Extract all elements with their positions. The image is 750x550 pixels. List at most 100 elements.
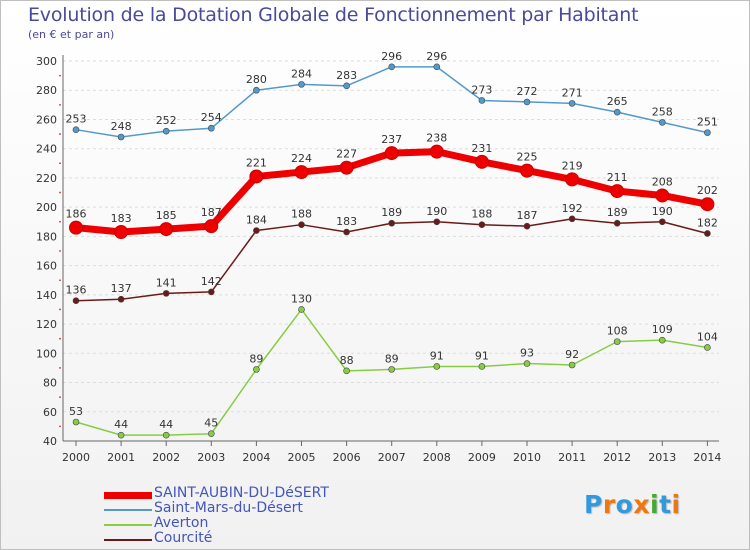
y-minor-tick xyxy=(59,425,61,428)
y-tick-label: 240 xyxy=(36,143,57,156)
data-point xyxy=(69,220,83,235)
y-minor-tick xyxy=(59,220,61,223)
data-label: 189 xyxy=(607,206,628,219)
data-point xyxy=(117,431,125,439)
data-point xyxy=(658,119,666,126)
x-tick-label: 2011 xyxy=(558,451,586,464)
data-label: 296 xyxy=(381,50,402,63)
data-point xyxy=(249,169,264,184)
legend-swatch xyxy=(104,492,152,499)
x-tick-label: 2000 xyxy=(62,451,90,464)
legend-label: Averton xyxy=(154,515,209,531)
legend-swatch xyxy=(104,539,152,541)
data-point xyxy=(72,418,80,426)
data-label: 284 xyxy=(291,67,312,80)
legend-swatch xyxy=(104,509,152,511)
data-point xyxy=(520,163,534,178)
legend-label: SAINT-AUBIN-DU-DéSERT xyxy=(154,485,329,501)
data-point xyxy=(568,100,576,107)
y-tick-label: 160 xyxy=(36,260,57,273)
proxiti-logo: Proxiti xyxy=(584,490,681,519)
chart-title: Evolution de la Dotation Globale de Fonc… xyxy=(28,4,639,26)
data-point xyxy=(433,363,441,370)
data-label: 283 xyxy=(336,69,357,82)
data-point xyxy=(704,230,711,237)
y-tick-label: 100 xyxy=(36,347,57,360)
data-label: 91 xyxy=(475,349,489,362)
data-label: 188 xyxy=(471,208,492,221)
x-tick-label: 2008 xyxy=(423,451,451,464)
y-minor-tick xyxy=(59,103,61,106)
data-label: 183 xyxy=(336,215,357,228)
data-label: 219 xyxy=(562,159,583,172)
data-label: 184 xyxy=(246,214,267,227)
logo-letter: x xyxy=(633,490,650,519)
data-point xyxy=(117,295,125,303)
logo-letter: i xyxy=(671,490,681,519)
y-minor-tick xyxy=(59,367,61,369)
data-label: 185 xyxy=(156,209,177,222)
data-label: 88 xyxy=(340,354,354,367)
data-label: 109 xyxy=(652,323,673,336)
data-point xyxy=(613,108,621,116)
data-label: 89 xyxy=(385,352,399,365)
y-tick-label: 60 xyxy=(43,406,57,419)
logo-letter: P xyxy=(584,490,603,519)
y-tick-label: 120 xyxy=(36,318,57,331)
data-label: 211 xyxy=(607,171,628,184)
data-label: 253 xyxy=(66,113,87,126)
y-tick-label: 220 xyxy=(36,172,57,185)
logo-letter: r xyxy=(602,490,616,519)
data-label: 44 xyxy=(114,418,128,431)
data-label: 237 xyxy=(381,133,402,146)
data-point xyxy=(162,431,170,439)
data-point xyxy=(565,172,580,187)
chart-subtitle: (en € et par an) xyxy=(28,28,115,41)
legend-label: Saint-Mars-du-Désert xyxy=(154,500,303,516)
y-minor-tick xyxy=(59,250,61,252)
logo-letter: o xyxy=(615,490,634,519)
data-point xyxy=(523,222,531,230)
data-point xyxy=(339,160,354,175)
data-point xyxy=(658,336,666,344)
data-point xyxy=(388,366,396,373)
data-label: 271 xyxy=(562,86,583,99)
data-point xyxy=(117,133,125,141)
x-tick-label: 2002 xyxy=(152,451,180,464)
x-tick-label: 2001 xyxy=(107,451,135,464)
data-label: 92 xyxy=(565,348,579,361)
data-point xyxy=(433,218,441,226)
x-tick-label: 2006 xyxy=(333,451,361,464)
y-tick-label: 280 xyxy=(36,84,57,97)
data-point xyxy=(204,219,219,234)
data-point xyxy=(298,306,305,313)
data-point xyxy=(568,215,576,223)
data-point xyxy=(343,228,350,236)
y-minor-tick xyxy=(59,133,61,135)
y-minor-tick xyxy=(59,191,61,194)
data-label: 190 xyxy=(426,205,447,218)
data-point xyxy=(253,366,260,373)
y-minor-tick xyxy=(59,74,61,77)
y-minor-tick xyxy=(59,337,61,340)
data-label: 248 xyxy=(111,120,132,133)
data-point xyxy=(384,146,399,161)
data-label: 89 xyxy=(249,352,263,365)
data-label: 280 xyxy=(246,73,267,86)
y-tick-label: 40 xyxy=(43,435,57,448)
data-label: 192 xyxy=(562,202,583,215)
data-label: 238 xyxy=(426,132,447,145)
data-point xyxy=(700,197,715,212)
data-point xyxy=(429,144,444,159)
data-label: 208 xyxy=(652,175,673,188)
data-label: 190 xyxy=(652,205,673,218)
data-label: 182 xyxy=(697,216,718,229)
data-point xyxy=(388,219,396,227)
data-point xyxy=(253,86,260,94)
data-point xyxy=(343,367,350,375)
x-tick-label: 2010 xyxy=(513,451,541,464)
x-tick-label: 2004 xyxy=(242,451,270,464)
data-label: 273 xyxy=(471,83,492,96)
y-minor-tick xyxy=(59,308,61,311)
y-minor-tick xyxy=(59,279,61,282)
